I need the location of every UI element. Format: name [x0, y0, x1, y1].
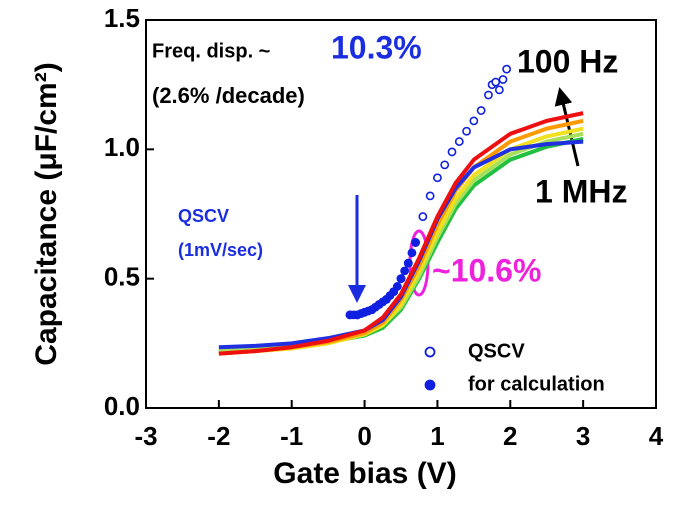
y-axis-label: Capacitance (μF/cm²) — [30, 62, 63, 365]
data-point — [396, 274, 406, 284]
x-tick-label: -2 — [207, 421, 230, 451]
legend-marker — [424, 346, 436, 358]
frequency-curve — [218, 118, 584, 356]
y-tick-label: 1.0 — [104, 132, 140, 162]
x-tick-label: 4 — [649, 421, 664, 451]
frequency-curve — [218, 139, 584, 350]
x-tick-label: 2 — [503, 421, 517, 451]
data-point — [425, 191, 435, 201]
y-tick-label: 0.0 — [104, 391, 140, 421]
x-axis-label: Gate bias (V) — [273, 457, 456, 490]
data-point — [403, 258, 413, 268]
x-tick-label: -3 — [134, 421, 157, 451]
data-point — [407, 248, 417, 258]
annotation: 100 Hz — [517, 43, 618, 79]
data-point — [454, 137, 464, 146]
frequency-curve — [218, 126, 584, 356]
data-point — [491, 77, 501, 87]
data-point — [476, 106, 486, 115]
data-point — [462, 126, 471, 136]
annotation: QSCV — [178, 206, 229, 226]
data-point — [392, 282, 402, 291]
frequency-curve — [218, 137, 584, 354]
data-point — [433, 173, 442, 183]
data-point — [502, 64, 512, 74]
x-tick-label: 1 — [430, 421, 444, 451]
x-tick-label: -1 — [280, 421, 303, 451]
data-point — [400, 266, 410, 276]
x-tick-label: 3 — [576, 421, 590, 451]
data-point — [447, 147, 457, 157]
arrow — [554, 87, 580, 167]
data-point — [440, 160, 450, 170]
data-point — [494, 85, 504, 95]
legend-label: for calculation — [468, 373, 605, 395]
legend-label: QSCV — [468, 340, 525, 362]
x-tick-label: 0 — [357, 421, 371, 451]
annotation: Freq. disp. ~ — [152, 40, 270, 62]
annotation: (2.6% /decade) — [152, 83, 305, 108]
plot-frame — [145, 19, 657, 409]
y-tick-label: 1.5 — [104, 3, 140, 33]
data-point — [484, 90, 493, 100]
data-point — [411, 238, 420, 247]
data-point — [469, 116, 479, 126]
annotation: 1 MHz — [535, 173, 627, 209]
y-tick-label: 0.5 — [104, 262, 140, 292]
data-point — [418, 212, 428, 221]
data-point — [498, 75, 508, 84]
annotation: 10.3% — [331, 29, 422, 65]
annotation: ~10.6% — [432, 252, 541, 288]
legend-marker — [424, 379, 436, 391]
frequency-curve — [218, 131, 584, 354]
frequency-curve — [218, 111, 584, 356]
annotation: (1mV/sec) — [178, 240, 263, 260]
